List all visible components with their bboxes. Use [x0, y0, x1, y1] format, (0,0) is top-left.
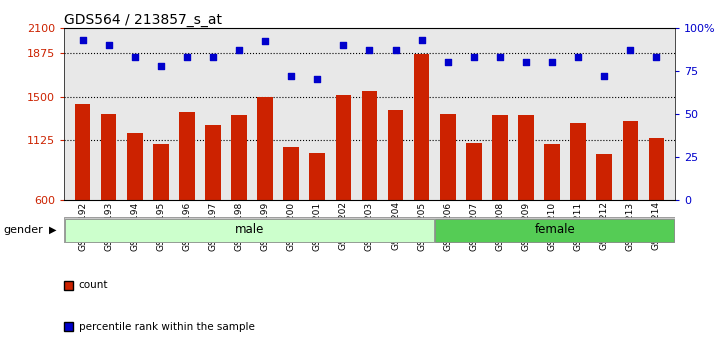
Bar [414, 54, 430, 200]
Text: ▶: ▶ [49, 225, 56, 235]
Point [259, 39, 271, 44]
Point [625, 47, 636, 53]
Point [494, 54, 506, 60]
Point [155, 63, 166, 68]
Bar [492, 115, 508, 200]
Bar [231, 115, 247, 200]
Bar [596, 154, 612, 200]
Bar [283, 147, 299, 200]
Point [650, 54, 662, 60]
Bar [205, 125, 221, 200]
Point [103, 42, 114, 48]
Point [363, 47, 376, 53]
Point [521, 59, 532, 65]
Point [338, 42, 349, 48]
Bar [179, 111, 195, 200]
Bar [518, 115, 534, 200]
Bar [544, 144, 560, 200]
Bar [127, 134, 143, 200]
Bar [648, 138, 664, 200]
Bar [75, 104, 91, 200]
Text: male: male [235, 223, 264, 236]
Point [129, 54, 141, 60]
Point [546, 59, 558, 65]
Point [598, 73, 610, 79]
Point [311, 77, 323, 82]
Point [181, 54, 193, 60]
Point [286, 73, 297, 79]
Bar [388, 110, 403, 200]
Bar [466, 143, 482, 200]
Bar [257, 97, 273, 200]
Text: female: female [534, 223, 575, 236]
Bar [362, 91, 377, 200]
Point [233, 47, 245, 53]
Point [442, 59, 453, 65]
Point [416, 37, 428, 42]
Point [573, 54, 584, 60]
Point [468, 54, 480, 60]
Bar [153, 144, 169, 200]
Bar [309, 153, 325, 200]
Bar [440, 115, 456, 200]
Point [207, 54, 218, 60]
Text: gender: gender [4, 225, 44, 235]
Bar [623, 121, 638, 200]
Bar [570, 123, 586, 200]
Bar [65, 219, 434, 242]
Text: percentile rank within the sample: percentile rank within the sample [79, 322, 254, 332]
Text: count: count [79, 280, 108, 290]
Text: GDS564 / 213857_s_at: GDS564 / 213857_s_at [64, 12, 222, 27]
Bar [336, 96, 351, 200]
Point [390, 47, 401, 53]
Bar [101, 114, 116, 200]
Point [77, 37, 89, 42]
Bar [436, 219, 674, 242]
